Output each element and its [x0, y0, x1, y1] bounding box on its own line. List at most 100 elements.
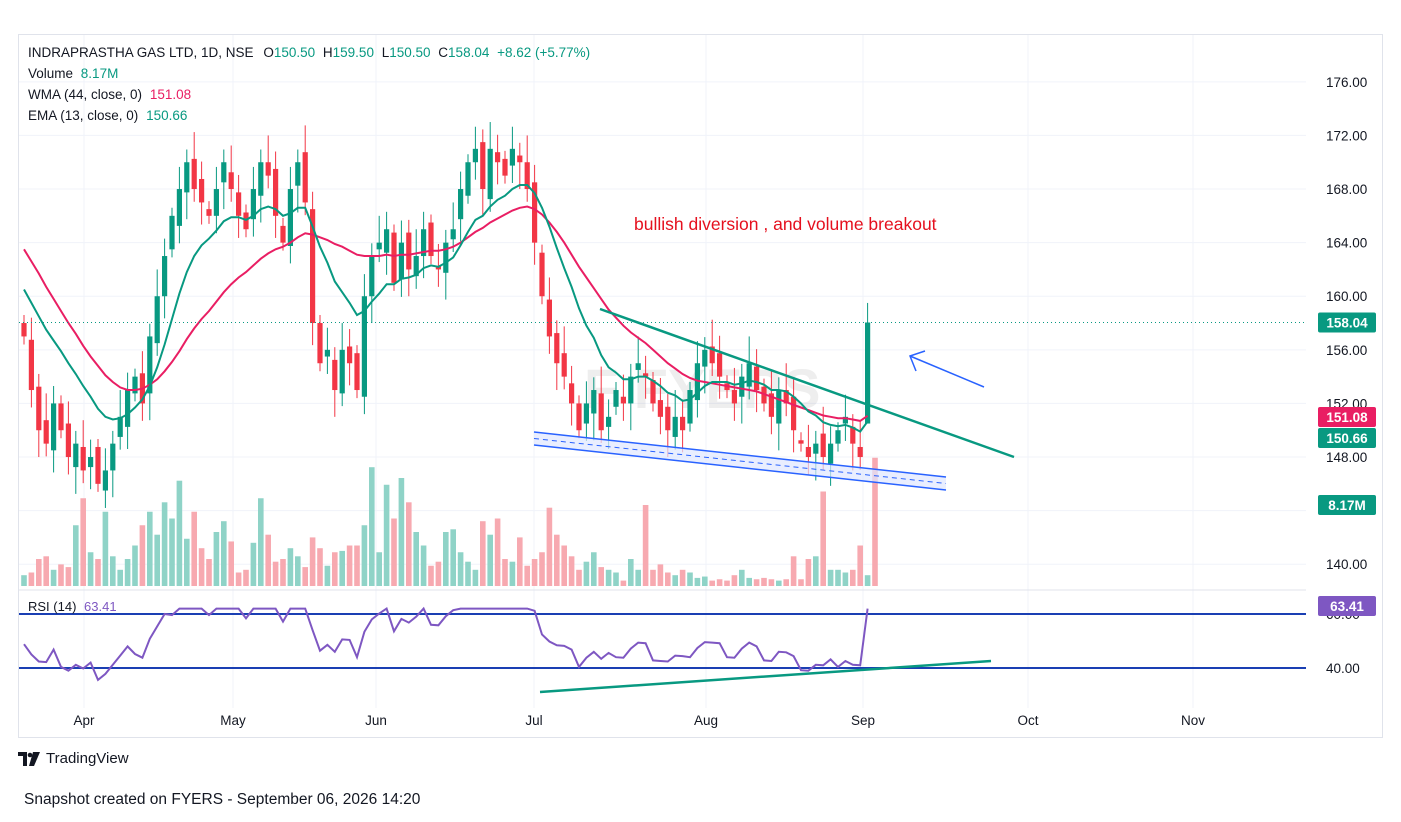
- candle-body: [768, 393, 774, 417]
- volume-bar: [43, 556, 49, 586]
- candle-body: [28, 339, 34, 391]
- candle-body: [628, 376, 634, 404]
- tradingview-logo[interactable]: TradingView: [18, 750, 129, 767]
- volume-bar: [169, 518, 175, 586]
- candle-body: [857, 446, 863, 458]
- volume-bar: [420, 545, 427, 586]
- volume-bar: [864, 575, 871, 586]
- high-value: 159.50: [332, 45, 374, 60]
- candle-body: [191, 158, 197, 190]
- candle-body: [80, 446, 86, 471]
- candle-body: [184, 162, 190, 193]
- candle-body: [88, 457, 94, 468]
- volume-bar: [813, 556, 819, 586]
- volume-bar: [561, 545, 567, 586]
- volume-bar: [591, 552, 597, 586]
- volume-bar: [739, 569, 745, 586]
- volume-bar: [184, 538, 190, 586]
- volume-bar: [731, 575, 738, 586]
- x-tick-label: Aug: [694, 713, 718, 728]
- candle-body: [95, 446, 101, 484]
- candle-body: [176, 189, 182, 226]
- ema-badge-bg: [1318, 428, 1376, 448]
- volume-bar: [213, 532, 220, 586]
- open-label: O: [263, 45, 274, 60]
- volume-bar: [805, 559, 812, 586]
- volume-bar: [73, 525, 79, 586]
- volume-bar: [361, 525, 368, 586]
- volume-bar: [679, 569, 686, 586]
- volume-bar: [605, 569, 612, 586]
- candle-body: [110, 443, 116, 471]
- annotation-text[interactable]: bullish diversion , and volume breakout: [634, 214, 937, 234]
- candle-body: [236, 192, 242, 216]
- candle-body: [554, 333, 560, 364]
- volume-bar: [428, 565, 434, 586]
- volume-bar: [206, 559, 212, 586]
- candle-body: [865, 322, 871, 424]
- candle-body: [443, 242, 449, 273]
- volume-bar: [272, 561, 279, 586]
- volume-bar: [746, 577, 752, 586]
- candle-body: [791, 396, 797, 431]
- volume-bar: [546, 507, 553, 586]
- candle-body: [332, 359, 338, 391]
- wma-legend[interactable]: WMA (44, close, 0) 151.08: [28, 84, 191, 105]
- volume-bar: [354, 545, 360, 586]
- candle-body: [539, 252, 545, 297]
- volume-bar: [635, 569, 641, 586]
- rsi-legend[interactable]: RSI (14) 63.41: [28, 596, 117, 617]
- volume-legend[interactable]: Volume 8.17M: [28, 63, 118, 84]
- volume-bar: [827, 569, 834, 586]
- volume-bar: [872, 457, 878, 586]
- rsi-value: 63.41: [84, 599, 117, 614]
- ema-legend[interactable]: EMA (13, close, 0) 150.66: [28, 105, 187, 126]
- symbol-name[interactable]: INDRAPRASTHA GAS LTD, 1D, NSE: [28, 45, 254, 60]
- volume-bar: [642, 505, 649, 586]
- volume-bar: [58, 564, 64, 586]
- y-tick-label: 168.00: [1326, 182, 1367, 197]
- drawings[interactable]: [533, 307, 1015, 491]
- volume-bar: [776, 580, 782, 586]
- ema-line: [23, 184, 869, 433]
- x-tick-label: May: [220, 713, 246, 728]
- volume-bar: [650, 569, 656, 586]
- wma-badge-bg: [1318, 407, 1376, 427]
- falling-trendline: [599, 307, 1015, 459]
- candle-body: [36, 386, 42, 431]
- candle-body: [798, 440, 804, 444]
- volume-bar: [576, 569, 582, 586]
- volume-bar: [65, 567, 72, 586]
- change-value: +8.62 (+5.77%): [497, 45, 591, 60]
- volume-bar: [50, 569, 57, 586]
- grid-lines: [19, 35, 1306, 708]
- x-tick-label: Jul: [525, 713, 542, 728]
- channel-lower: [533, 444, 947, 491]
- y-tick-label: 160.00: [1326, 289, 1367, 304]
- candle-body: [250, 189, 256, 220]
- candle-body: [287, 189, 293, 246]
- candle-body: [154, 296, 160, 344]
- wma-value: 151.08: [149, 87, 192, 102]
- volume-bar: [176, 480, 183, 586]
- volume-label: Volume: [28, 66, 74, 81]
- candle-body: [450, 229, 456, 240]
- ema-value: 150.66: [146, 108, 188, 123]
- volume-bar: [435, 561, 442, 586]
- candle-body: [428, 222, 434, 257]
- volume-bar: [309, 537, 316, 586]
- volume-bar: [790, 556, 797, 586]
- candle-body: [598, 393, 604, 431]
- candle-body: [606, 416, 612, 427]
- rsi-line: [23, 606, 869, 682]
- volume-bar: [598, 567, 604, 586]
- volume-bar: [191, 511, 197, 586]
- volume-bar: [221, 521, 227, 586]
- candle-body: [391, 232, 397, 283]
- candle-body: [398, 242, 404, 280]
- y-tick-label: 176.00: [1326, 75, 1367, 90]
- volume-bar: [124, 559, 131, 586]
- candle-body: [650, 379, 656, 404]
- volume-bar: [391, 518, 397, 586]
